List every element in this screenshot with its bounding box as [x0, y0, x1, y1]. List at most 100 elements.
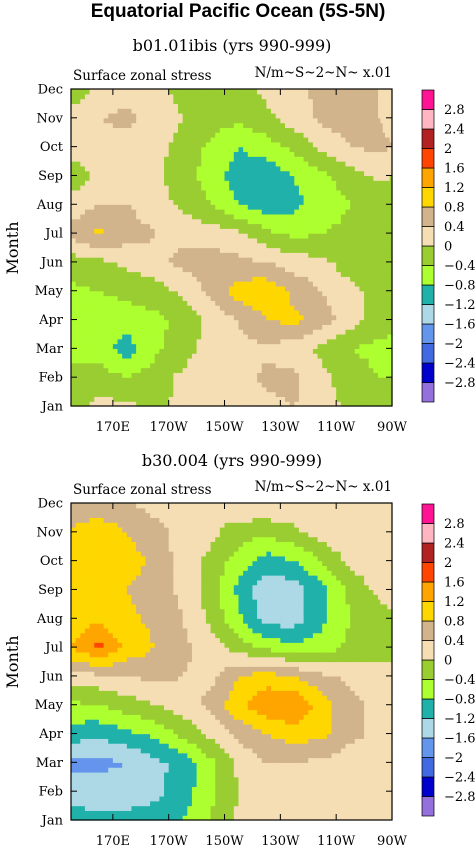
contour-cell [182, 165, 188, 172]
contour-cell [122, 146, 128, 153]
contour-cell [173, 353, 179, 359]
contour-cell [387, 223, 391, 229]
contour-cell [168, 93, 174, 100]
contour-cell [308, 276, 314, 282]
contour-cell [136, 113, 142, 119]
contour-cell [159, 213, 165, 220]
contour-cell [322, 113, 328, 119]
contour-cell [164, 305, 170, 311]
contour-cell [215, 338, 221, 345]
contour-cell [131, 156, 137, 162]
contour-cell [359, 353, 365, 359]
contour-cell [196, 180, 202, 186]
contour-cell [71, 300, 77, 306]
contour-cell [126, 276, 133, 282]
contour-cell [126, 338, 133, 345]
contour-cell [354, 281, 361, 287]
contour-cell [103, 305, 109, 311]
contour-cell [224, 223, 230, 229]
contour-cell [303, 132, 309, 138]
variable-label: Surface zonal stress [73, 482, 212, 498]
contour-cell [205, 122, 212, 129]
contour-cell [364, 242, 370, 249]
contour-cell [378, 194, 381, 201]
contour-cell [159, 180, 165, 186]
contour-cell [164, 401, 170, 407]
contour-cell [224, 113, 230, 119]
contour-cell [215, 89, 221, 95]
contour-cell [89, 805, 95, 811]
contour-cell [294, 103, 300, 109]
contour-cell [261, 223, 267, 229]
colorbar-swatch [421, 148, 435, 169]
contour-cell [359, 93, 365, 100]
contour-cell [294, 381, 300, 388]
contour-cell [364, 237, 370, 244]
contour-cell [187, 261, 193, 268]
contour-cell [285, 165, 291, 172]
contour-cell [173, 194, 179, 201]
contour-cell [71, 170, 77, 177]
contour-cell [122, 151, 128, 157]
contour-cell [331, 213, 337, 220]
contour-cell [103, 333, 109, 340]
contour-cell [233, 343, 240, 349]
contour-cell [173, 261, 179, 268]
contour-cell [182, 194, 188, 201]
contour-cell [380, 209, 384, 215]
contour-cell [331, 372, 337, 378]
contour-cell [182, 314, 188, 321]
contour-cell [117, 98, 123, 105]
contour-cell [266, 367, 272, 373]
contour-cell [84, 353, 91, 359]
contour-cell [389, 113, 393, 119]
contour-cell [94, 127, 100, 133]
contour-cell [285, 367, 291, 373]
contour-cell [154, 98, 160, 105]
contour-cell [178, 314, 184, 321]
contour-cell [112, 165, 119, 172]
contour-cell [187, 199, 193, 205]
contour-cell [103, 377, 109, 383]
contour-cell [326, 141, 333, 148]
contour-cell [131, 281, 137, 287]
contour-cell [308, 314, 314, 321]
contour-cell [210, 165, 216, 172]
contour-cell [136, 805, 142, 811]
contour-cell [201, 165, 207, 172]
contour-cell [389, 401, 393, 407]
contour-cell [368, 113, 374, 119]
contour-cell [224, 362, 230, 369]
contour-cell [173, 271, 179, 277]
contour-cell [154, 791, 160, 797]
contour-cell [136, 228, 142, 234]
contour-cell [191, 242, 198, 249]
contour-cell [126, 377, 133, 383]
contour-cell [257, 185, 263, 191]
contour-cell [389, 338, 393, 345]
contour-cell [210, 113, 216, 119]
contour-cell [368, 117, 374, 124]
contour-cell [387, 314, 391, 321]
contour-cell [271, 357, 277, 364]
contour-cell [336, 372, 342, 378]
contour-cell [103, 314, 109, 321]
contour-cell [317, 218, 323, 225]
contour-cell [378, 237, 381, 244]
contour-cell [94, 362, 100, 369]
contour-cell [387, 151, 391, 157]
contour-cell [136, 151, 142, 157]
contour-cell [308, 396, 314, 402]
contour-cell [219, 209, 226, 215]
contour-cell [126, 290, 133, 297]
contour-cell [380, 353, 384, 359]
contour-cell [289, 237, 295, 244]
contour-cell [154, 89, 160, 95]
contour-cell [261, 295, 267, 301]
contour-cell [266, 175, 272, 181]
contour-cell [359, 309, 365, 316]
contour-cell [336, 199, 342, 205]
contour-cell [359, 281, 365, 287]
contour-cell [303, 391, 309, 397]
contour-cell [354, 329, 361, 335]
